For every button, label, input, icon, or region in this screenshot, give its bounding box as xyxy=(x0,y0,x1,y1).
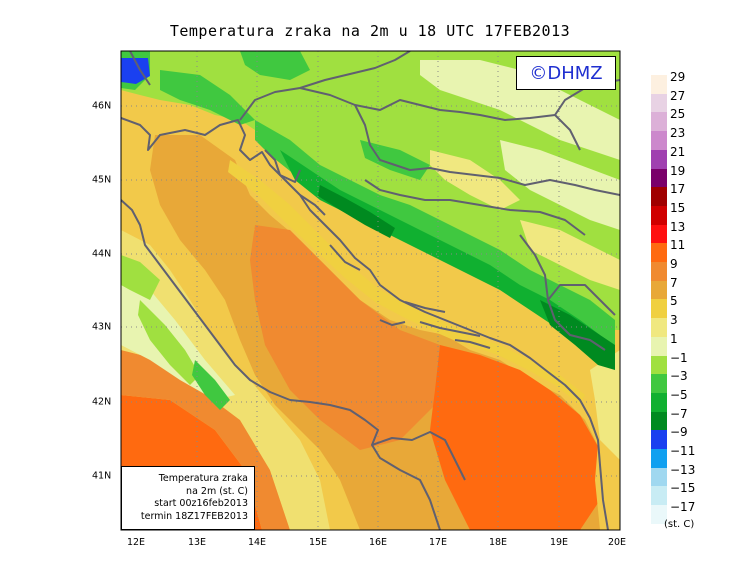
legend-label: 21 xyxy=(670,144,686,159)
legend-label: −5 xyxy=(670,387,688,402)
legend-swatch xyxy=(651,430,667,450)
legend-label: −9 xyxy=(670,425,688,440)
legend-label: 11 xyxy=(670,238,686,253)
legend-label: 15 xyxy=(670,200,686,215)
dhmz-logo: ©DHMZ xyxy=(516,56,616,90)
y-tick-label: 43N xyxy=(92,321,112,333)
legend-label: −13 xyxy=(670,462,696,477)
legend-swatch xyxy=(651,224,667,244)
info-line-1: Temperatura zraka xyxy=(158,473,248,484)
legend-label: −11 xyxy=(670,444,696,458)
x-tick-label: 20E xyxy=(607,537,627,548)
legend-swatch xyxy=(651,336,667,356)
legend-label: −3 xyxy=(670,369,688,384)
legend-swatch xyxy=(651,486,667,506)
legend-swatch xyxy=(651,187,667,207)
legend-swatch xyxy=(651,205,667,225)
legend-unit: (st. C) xyxy=(664,519,695,530)
info-line-2: na 2m (st. C) xyxy=(186,485,248,497)
legend-swatch xyxy=(651,467,667,487)
legend-swatch xyxy=(651,411,667,431)
legend-label: 29 xyxy=(670,70,686,84)
y-tick-label: 44N xyxy=(92,248,112,260)
legend-swatch xyxy=(651,112,667,132)
legend-label: 7 xyxy=(670,275,678,290)
legend-label: 19 xyxy=(670,163,686,178)
y-tick-label: 46N xyxy=(92,100,112,112)
x-tick-label: 18E xyxy=(488,537,508,548)
y-tick-label: 41N xyxy=(92,470,112,482)
map-title: Temperatura zraka na 2m u 18 UTC 17FEB20… xyxy=(169,22,571,40)
legend-label: −7 xyxy=(670,406,688,421)
legend-label: 13 xyxy=(670,219,686,234)
x-tick-label: 12E xyxy=(126,537,146,548)
y-tick-label: 42N xyxy=(92,396,112,408)
info-line-3: start 00z16feb2013 xyxy=(154,498,248,509)
x-tick-label: 16E xyxy=(368,537,388,548)
legend-swatch xyxy=(651,93,667,113)
legend-swatch xyxy=(651,131,667,151)
legend-label: 25 xyxy=(670,107,686,122)
legend-swatch xyxy=(651,149,667,169)
legend-swatch xyxy=(651,392,667,412)
x-tick-label: 13E xyxy=(187,537,207,548)
info-box: Temperatura zraka na 2m (st. C) start 00… xyxy=(121,466,255,530)
legend-label: 27 xyxy=(670,88,686,103)
legend-label: 5 xyxy=(670,294,678,309)
plot-frame xyxy=(120,50,621,531)
legend-swatch xyxy=(651,299,667,319)
legend-label: −15 xyxy=(670,481,696,496)
grid-lines xyxy=(121,51,620,530)
legend-swatch xyxy=(651,243,667,263)
legend-swatch xyxy=(651,75,667,94)
legend-swatch xyxy=(651,318,667,338)
legend-swatch xyxy=(651,168,667,188)
x-tick-label: 19E xyxy=(549,537,569,548)
x-tick-label: 15E xyxy=(308,537,328,548)
legend-swatch xyxy=(651,374,667,394)
legend-label: 3 xyxy=(670,313,678,328)
legend-label: 17 xyxy=(670,182,686,197)
legend-label: 1 xyxy=(670,331,678,346)
x-tick-label: 14E xyxy=(247,537,267,548)
legend-label: 9 xyxy=(670,257,678,271)
temperature-field xyxy=(121,51,620,530)
info-line-4: termin 18Z17FEB2013 xyxy=(140,510,248,522)
legend-label: 23 xyxy=(670,126,686,141)
coastlines xyxy=(121,117,609,530)
y-tick-label: 45N xyxy=(92,174,112,186)
legend-swatch xyxy=(651,280,667,300)
legend-label: −17 xyxy=(670,500,696,515)
legend-swatch xyxy=(651,505,667,525)
legend-swatch xyxy=(651,262,667,281)
legend-label: −1 xyxy=(670,350,688,365)
legend-swatch xyxy=(651,449,667,468)
x-tick-label: 17E xyxy=(428,537,448,548)
legend-swatch xyxy=(651,355,667,375)
